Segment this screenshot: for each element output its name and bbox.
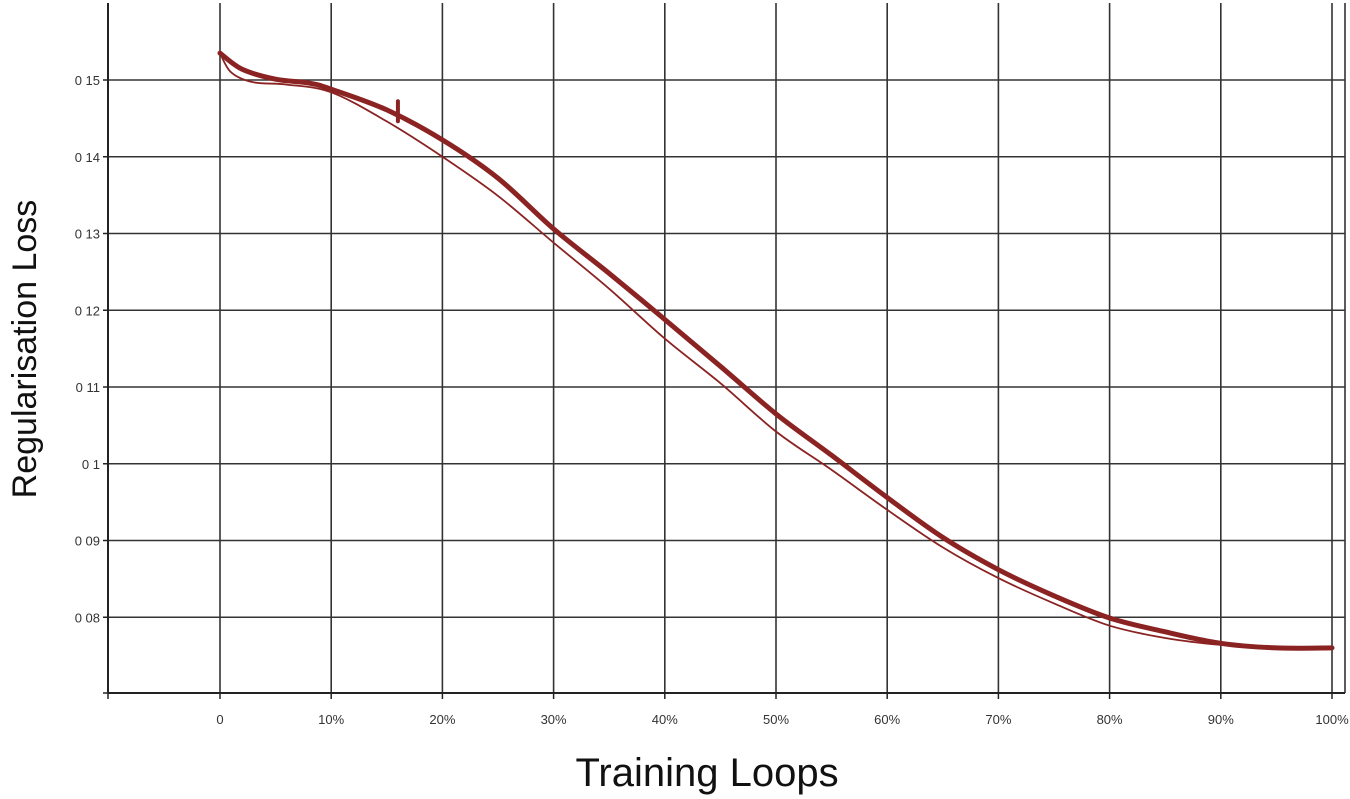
x-tick-label: 70% — [985, 712, 1011, 727]
y-tick-label: 0 13 — [75, 227, 100, 242]
x-tick-label: 0 — [216, 712, 223, 727]
x-tick-label: 90% — [1208, 712, 1234, 727]
x-tick-label: 30% — [541, 712, 567, 727]
y-tick-label: 0 1 — [82, 457, 100, 472]
series-line-thick — [217, 50, 1335, 651]
x-tick-label: 10% — [318, 712, 344, 727]
y-axis-title: Regularisation Loss — [6, 200, 44, 499]
axes — [103, 3, 1345, 699]
y-tick-label: 0 14 — [75, 150, 100, 165]
x-tick-label: 100% — [1315, 712, 1349, 727]
y-tick-label: 0 15 — [75, 73, 100, 88]
y-tick-label: 0 08 — [75, 610, 100, 625]
x-axis-title: Training Loops — [575, 751, 838, 795]
y-tick-label: 0 12 — [75, 303, 100, 318]
x-tick-label: 50% — [763, 712, 789, 727]
series-lines — [217, 50, 1335, 651]
grid-lines — [108, 3, 1346, 693]
x-tick-label: 20% — [429, 712, 455, 727]
x-tick-label: 80% — [1097, 712, 1123, 727]
x-tick-label: 40% — [652, 712, 678, 727]
series-line-thin — [219, 52, 1333, 649]
y-tick-label: 0 09 — [75, 534, 100, 549]
tick-labels: 0 08 0 09 0 1 0 11 0 12 0 13 0 14 0 15 0 10% 20% 30… — [75, 73, 1349, 727]
x-tick-label: 60% — [874, 712, 900, 727]
y-tick-label: 0 11 — [76, 380, 100, 395]
